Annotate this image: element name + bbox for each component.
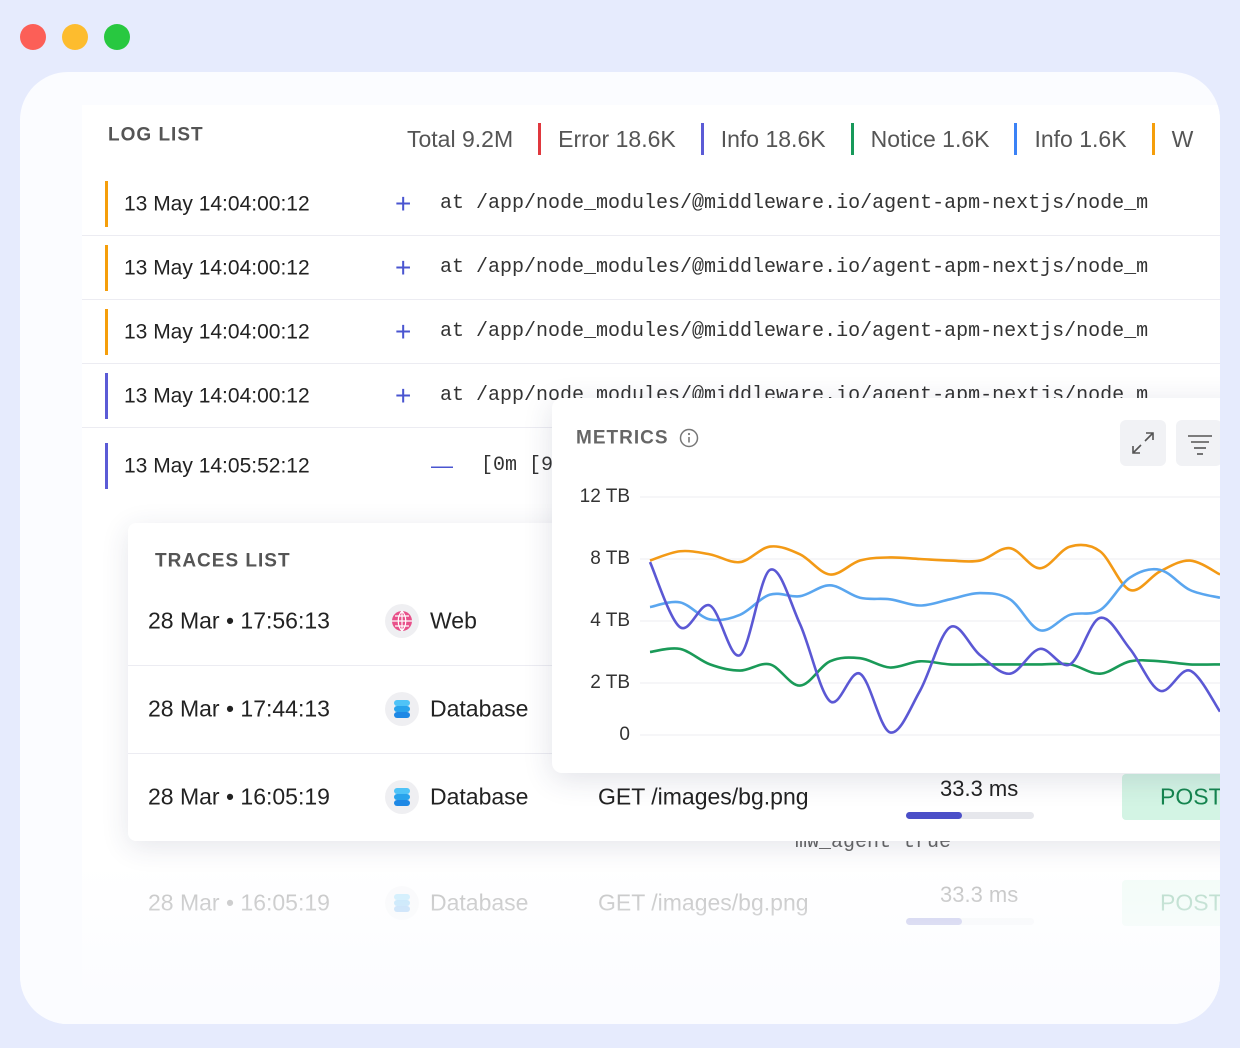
expand-toggle[interactable]: + xyxy=(395,252,412,283)
log-message: [0m [9 xyxy=(481,454,554,477)
maximize-button[interactable] xyxy=(104,24,130,50)
window-content: LOG LIST Total 9.2M Error 18.6K Info 18.6K… xyxy=(20,72,1220,1024)
level-indicator xyxy=(105,309,108,355)
traces-list-title: TRACES LIST xyxy=(155,550,291,572)
y-tick-label: 2 TB xyxy=(590,672,630,693)
series-line xyxy=(648,561,1220,734)
level-indicator xyxy=(105,373,108,419)
log-stat: Total 9.2M xyxy=(407,126,513,153)
service-icon xyxy=(385,780,419,814)
row-separator xyxy=(82,235,1220,236)
series-line xyxy=(649,567,1220,632)
level-indicator xyxy=(105,181,108,227)
log-stat-text: Notice 1.6K xyxy=(870,125,990,152)
expand-button[interactable] xyxy=(1120,420,1166,466)
trace-time: 28 Mar • 17:56:13 xyxy=(148,607,330,634)
log-stat-text: Info 18.6K xyxy=(720,125,826,152)
log-time: 13 May 14:04:00:12 xyxy=(124,256,310,280)
close-button[interactable] xyxy=(20,24,46,50)
y-tick-label: 0 xyxy=(619,724,630,745)
level-bar xyxy=(538,123,542,155)
expand-toggle[interactable]: + xyxy=(395,316,412,347)
method-badge xyxy=(1122,774,1220,820)
series-line xyxy=(649,647,1220,687)
y-tick-label: 12 TB xyxy=(580,486,630,507)
expand-toggle[interactable]: + xyxy=(395,380,412,411)
db-layer xyxy=(394,706,410,712)
globe-lines xyxy=(392,610,412,632)
level-bar xyxy=(850,123,854,155)
log-stat-text: Error 18.6K xyxy=(558,125,676,152)
level-bar xyxy=(700,123,704,155)
duration-fill xyxy=(906,918,962,925)
trace-time: 28 Mar • 16:05:19 xyxy=(148,783,330,810)
db-layer xyxy=(394,906,410,912)
trace-endpoint: GET /images/bg.png xyxy=(598,783,809,810)
log-list-title: LOG LIST xyxy=(108,124,204,146)
trace-time: 28 Mar • 17:44:13 xyxy=(148,695,330,722)
db-layer xyxy=(394,894,410,900)
duration-fill xyxy=(906,812,962,819)
row-separator xyxy=(82,363,1220,364)
log-message: at /app/node_modules/@middleware.io/agen… xyxy=(440,256,1149,279)
log-stat-text: Total 9.2M xyxy=(407,125,514,152)
log-stat: Error 18.6K xyxy=(538,123,676,155)
trace-endpoint: GET /images/bg.png xyxy=(598,889,809,916)
y-tick-label: 8 TB xyxy=(590,548,630,569)
filter-button[interactable] xyxy=(1176,420,1220,466)
db-layer xyxy=(394,800,410,806)
log-stats: Total 9.2M Error 18.6K Info 18.6K Notice 1.… xyxy=(407,123,1193,155)
log-message: at /app/node_modules/@middleware.io/agen… xyxy=(440,192,1149,215)
log-stat-text: W xyxy=(1171,125,1194,152)
db-layer xyxy=(394,900,410,906)
service-icon xyxy=(385,604,419,638)
trace-duration: 33.3 ms xyxy=(940,882,1019,907)
metrics-chart: 12 TB 8 TB 4 TB 2 TB 0 xyxy=(580,486,1220,745)
metrics-title: METRICS xyxy=(576,427,669,449)
log-stat: W xyxy=(1151,123,1194,155)
trace-duration: 33.3 ms xyxy=(940,776,1019,801)
expand-toggle[interactable]: — xyxy=(431,453,453,478)
series-line xyxy=(649,543,1220,592)
row-separator xyxy=(82,299,1220,300)
db-layer xyxy=(394,788,410,794)
expand-toggle[interactable]: + xyxy=(395,188,412,219)
db-layer xyxy=(394,794,410,800)
trace-method: POST xyxy=(1160,783,1220,810)
duration-track xyxy=(906,812,1034,819)
log-stat: Notice 1.6K xyxy=(850,123,990,155)
level-bar xyxy=(1014,123,1018,155)
log-stat: Info 1.6K xyxy=(1014,123,1127,155)
db-layer xyxy=(394,700,410,706)
db-layer xyxy=(394,712,410,718)
minimize-button[interactable] xyxy=(62,24,88,50)
trace-service: Database xyxy=(430,889,529,916)
log-message: at /app/node_modules/@middleware.io/agen… xyxy=(440,320,1149,343)
log-time: 13 May 14:04:00:12 xyxy=(124,192,310,216)
log-time: 13 May 14:04:00:12 xyxy=(124,384,310,408)
trace-method: POST xyxy=(1160,889,1220,916)
log-stat-text: Info 1.6K xyxy=(1034,125,1127,152)
log-stat: Info 18.6K xyxy=(700,123,826,155)
level-bar xyxy=(1151,123,1155,155)
metrics-panel: METRICS 12 TB 8 TB 4 TB 2 TB 0 xyxy=(552,398,1220,773)
trace-service: Web xyxy=(430,607,477,634)
trace-service: Database xyxy=(430,695,529,722)
log-time: 13 May 14:04:00:12 xyxy=(124,320,310,344)
trace-time: 28 Mar • 16:05:19 xyxy=(148,889,330,916)
info-icon[interactable] xyxy=(679,428,699,448)
service-icon xyxy=(385,692,419,726)
level-indicator xyxy=(105,443,108,489)
service-icon xyxy=(385,886,419,920)
level-indicator xyxy=(105,245,108,291)
log-time: 13 May 14:05:52:12 xyxy=(124,454,310,478)
trace-service: Database xyxy=(430,783,529,810)
y-tick-label: 4 TB xyxy=(590,610,630,631)
